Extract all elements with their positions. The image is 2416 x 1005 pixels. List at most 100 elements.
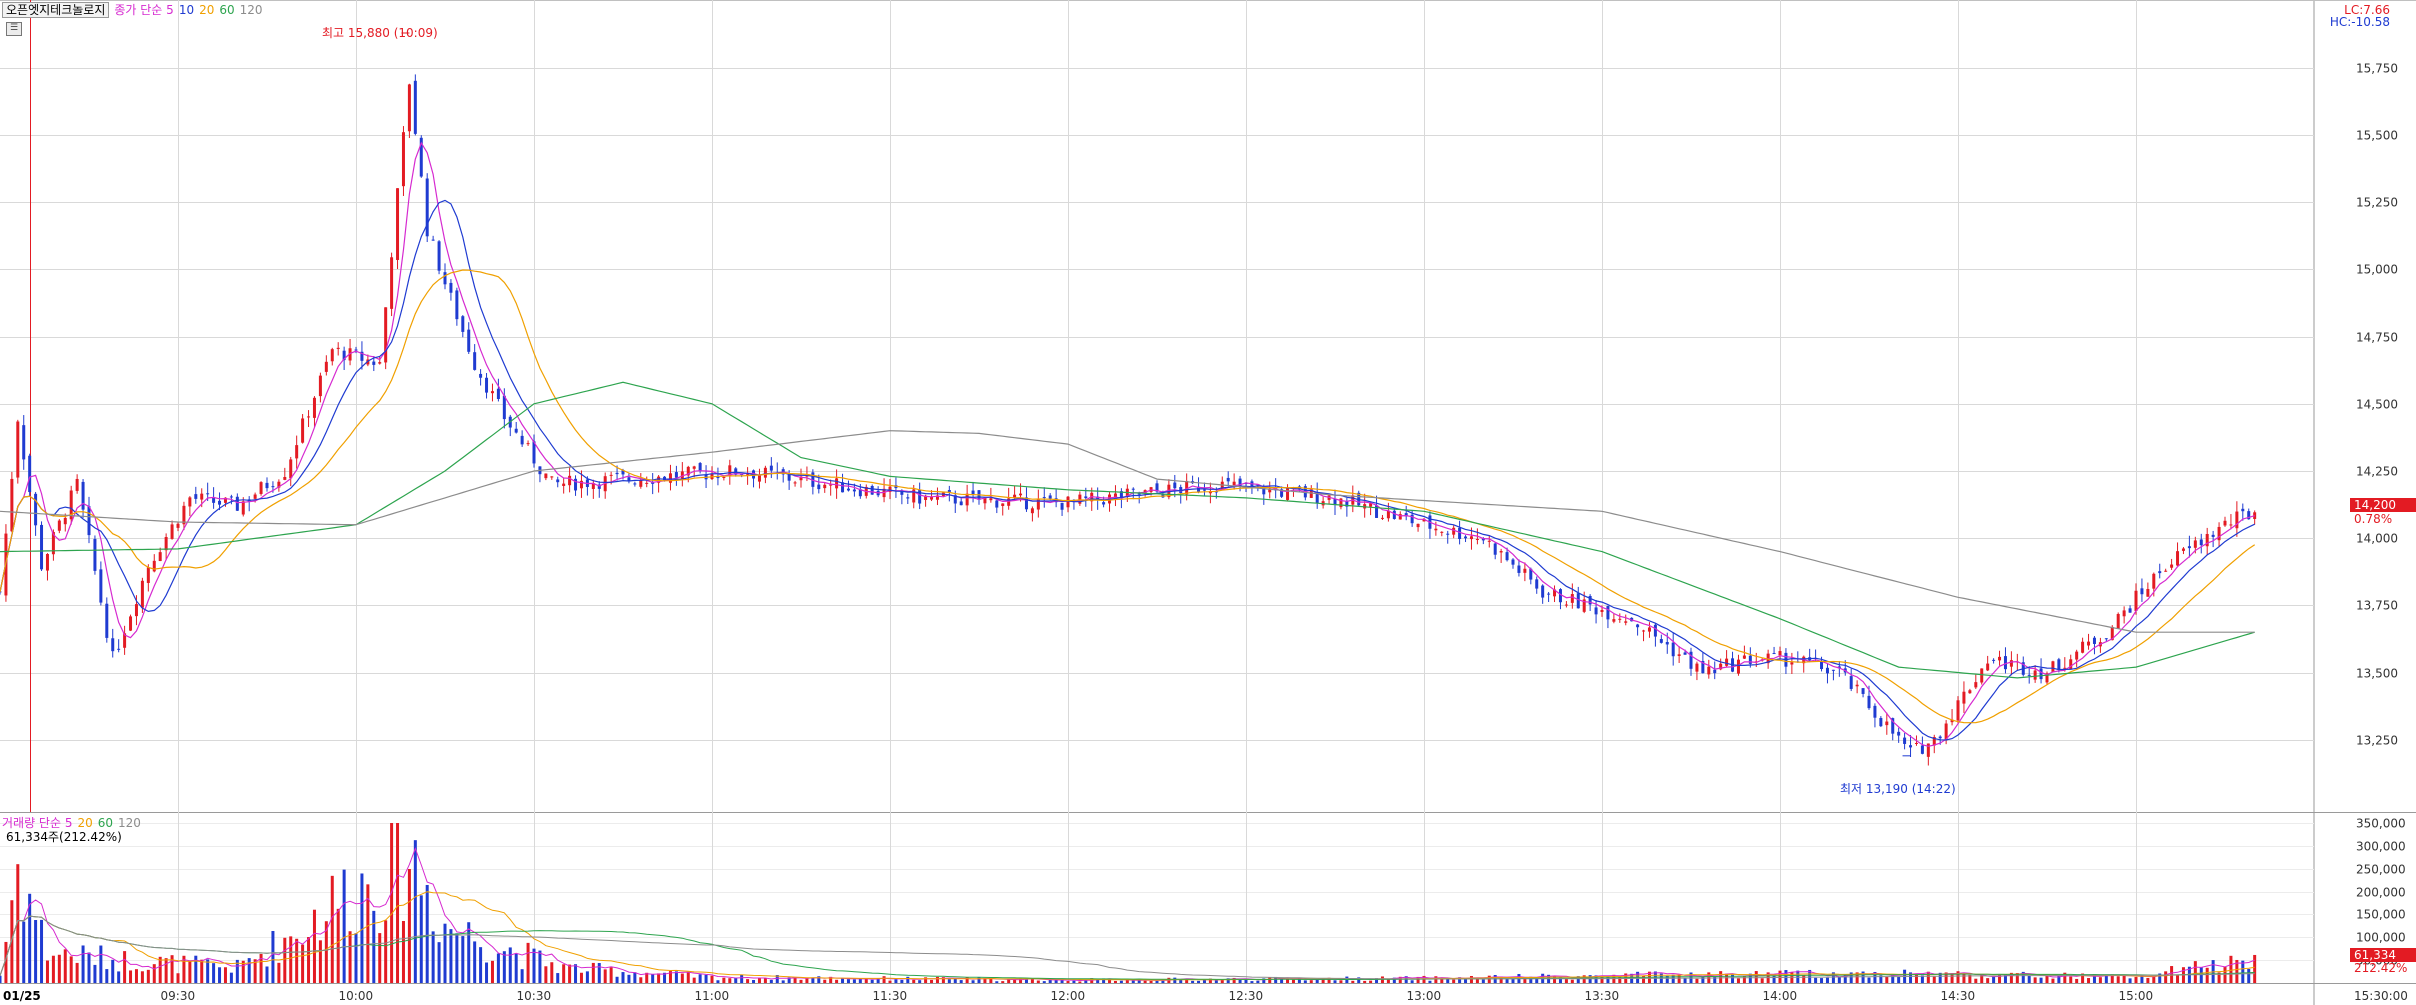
- volume-bar: [1831, 972, 1835, 983]
- volume-bar: [591, 962, 595, 983]
- candle-body: [1096, 496, 1100, 501]
- volume-bar: [259, 953, 263, 983]
- volume-bar: [1642, 975, 1646, 983]
- candle-body: [1024, 497, 1028, 510]
- candle-body: [485, 377, 489, 393]
- candle-body: [1647, 627, 1651, 632]
- candle-body: [918, 489, 922, 504]
- volume-bar: [1867, 977, 1871, 983]
- volume-bar: [1742, 975, 1746, 983]
- volume-bar: [342, 869, 346, 983]
- candle-body: [1013, 494, 1017, 499]
- volume-bar: [1197, 980, 1201, 983]
- candle-body: [384, 307, 388, 363]
- volume-bar: [1671, 974, 1675, 983]
- volume-bar: [894, 979, 898, 983]
- volume-bar: [900, 979, 904, 983]
- candle-body: [657, 476, 661, 483]
- candle-body: [556, 479, 560, 483]
- candle-body: [1113, 493, 1117, 498]
- settings-icon[interactable]: ☰: [6, 22, 22, 36]
- volume-bar: [2140, 974, 2144, 983]
- volume-bar: [1820, 978, 1824, 983]
- volume-bar: [1309, 980, 1313, 983]
- candle-body: [1042, 497, 1046, 499]
- time-tick-label: 14:00: [1763, 989, 1798, 1003]
- volume-bar: [1386, 979, 1390, 983]
- volume-bar: [1280, 978, 1284, 983]
- candle-body: [342, 350, 346, 361]
- volume-bar: [2164, 971, 2168, 983]
- volume-bar: [200, 959, 204, 983]
- candle-body: [544, 473, 548, 479]
- candle-body: [218, 500, 222, 505]
- volume-bar: [710, 975, 714, 983]
- volume-bar: [1392, 977, 1396, 983]
- volume-bar: [502, 951, 506, 983]
- volume-bar: [1030, 978, 1034, 983]
- volume-bar: [437, 942, 441, 983]
- volume-bar: [1452, 979, 1456, 983]
- volume-chart-header: 거래량 단순 5 20 60 120: [2, 816, 146, 830]
- volume-bar: [775, 975, 779, 983]
- volume-legend-ma120: 120: [118, 816, 141, 830]
- volume-bar: [87, 952, 91, 983]
- candle-body: [1689, 651, 1693, 669]
- volume-bar: [2051, 978, 2055, 983]
- candle-body: [93, 538, 97, 571]
- volume-bar: [1481, 979, 1485, 983]
- candle-body: [1167, 484, 1171, 498]
- volume-bar: [295, 938, 299, 983]
- volume-bar: [876, 978, 880, 983]
- volume-bar: [941, 977, 945, 983]
- candle-body: [1748, 655, 1752, 664]
- candle-body: [698, 463, 702, 472]
- candle-body: [1404, 513, 1408, 517]
- volume-bar: [1137, 979, 1141, 983]
- candle-body: [307, 416, 311, 418]
- candle-body: [1695, 663, 1699, 672]
- volume-bar: [1250, 981, 1254, 983]
- volume-bar: [1333, 980, 1337, 983]
- volume-bar: [372, 910, 376, 983]
- candle-body: [645, 482, 649, 484]
- price-tick-label: 15,250: [2356, 196, 2398, 210]
- volume-tick-label: 150,000: [2356, 908, 2406, 922]
- price-tick-label: 13,750: [2356, 599, 2398, 613]
- candle-body: [858, 489, 862, 497]
- candle-body: [473, 352, 477, 370]
- candle-body: [1226, 477, 1230, 482]
- volume-bar: [835, 979, 839, 983]
- candle-body: [1398, 514, 1402, 520]
- volume-bar: [1695, 978, 1699, 983]
- volume-bar: [1553, 975, 1557, 983]
- volume-bar: [1778, 970, 1782, 983]
- candle-body: [1980, 668, 1984, 683]
- volume-bar: [817, 976, 821, 983]
- volume-bar: [4, 941, 8, 983]
- stock-name[interactable]: 오픈엣지테크놀로지: [2, 2, 110, 18]
- candle-body: [22, 425, 26, 460]
- candle-body: [1867, 695, 1871, 709]
- candle-body: [134, 604, 138, 617]
- volume-bar: [1683, 977, 1687, 983]
- candle-body: [1926, 743, 1930, 757]
- volume-bar: [2205, 967, 2209, 983]
- volume-bar: [1060, 978, 1064, 983]
- volume-bar: [1600, 976, 1604, 983]
- volume-tick-label: 350,000: [2356, 817, 2406, 831]
- candle-body: [1084, 496, 1088, 499]
- candle-body: [841, 482, 845, 493]
- candle-body: [2223, 520, 2227, 526]
- candle-body: [568, 475, 572, 486]
- candle-body: [390, 257, 394, 309]
- volume-bar: [2152, 976, 2156, 983]
- candle-body: [200, 493, 204, 500]
- candle-body: [930, 496, 934, 500]
- candle-body: [1001, 503, 1005, 506]
- candle-body: [1914, 742, 1918, 744]
- candle-body: [1778, 651, 1782, 656]
- volume-bar: [2241, 960, 2245, 983]
- volume-bar: [2087, 978, 2091, 983]
